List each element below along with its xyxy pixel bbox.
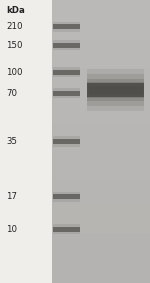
Text: 35: 35	[6, 137, 17, 146]
Bar	[53, 139, 80, 144]
Text: 17: 17	[6, 192, 17, 201]
Text: 10: 10	[6, 225, 17, 234]
Bar	[53, 67, 80, 77]
Bar	[53, 40, 80, 50]
Bar	[87, 79, 144, 101]
Bar	[53, 227, 80, 232]
Bar	[87, 74, 144, 106]
Bar	[53, 70, 80, 75]
Bar	[87, 82, 144, 98]
Bar	[53, 192, 80, 202]
Bar	[52, 0, 150, 283]
Bar	[87, 83, 144, 97]
Bar	[53, 22, 80, 32]
Bar	[53, 88, 80, 98]
Bar	[53, 224, 80, 234]
Text: 100: 100	[6, 68, 22, 77]
Text: 70: 70	[6, 89, 17, 98]
Text: 210: 210	[6, 22, 22, 31]
Bar	[53, 24, 80, 29]
Text: 150: 150	[6, 41, 22, 50]
Bar	[53, 194, 80, 199]
Bar	[87, 69, 144, 111]
Bar	[53, 136, 80, 147]
Bar	[53, 43, 80, 48]
Bar	[53, 91, 80, 96]
Bar	[88, 86, 142, 94]
Text: kDa: kDa	[6, 6, 25, 15]
